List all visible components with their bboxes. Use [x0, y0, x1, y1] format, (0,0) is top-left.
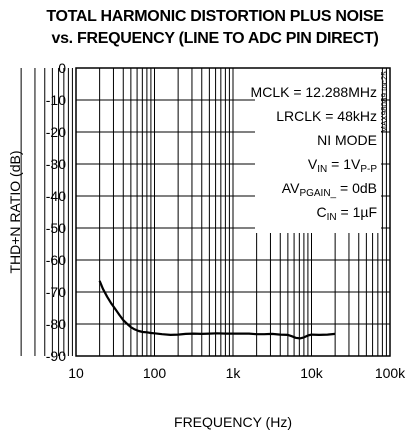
y-tick-label: -50 — [46, 220, 66, 236]
annotation-part: V — [308, 156, 318, 172]
annotation-part: P-P — [360, 164, 377, 175]
annotation-mode: NI MODE — [317, 132, 377, 148]
y-tick-label: -30 — [46, 156, 66, 172]
annotation-cin: CIN = 1µF — [317, 204, 377, 223]
annotation-gain: AVPGAIN_ = 0dB — [282, 180, 377, 199]
y-tick-labels: 0 -10 -20 -30 -40 -50 -60 -70 -80 -90 — [46, 60, 66, 364]
y-tick-label: -60 — [46, 252, 66, 268]
annotation-part: = 1V — [327, 156, 361, 172]
y-tick-label: -80 — [46, 316, 66, 332]
x-tick-label: 100 — [143, 365, 167, 381]
y-tick-label: -10 — [46, 92, 66, 108]
thd-n-line — [98, 280, 336, 340]
y-tick-label: -40 — [46, 188, 66, 204]
series-group — [98, 280, 336, 340]
annotation-part: AV — [282, 180, 300, 196]
chart-title: TOTAL HARMONIC DISTORTION PLUS NOISE — [46, 8, 384, 25]
annotation-part: C — [317, 204, 327, 220]
annotation-vin: VIN = 1VP-P — [308, 156, 377, 175]
x-axis-label: FREQUENCY (Hz) — [174, 414, 292, 430]
annotation-background — [255, 68, 381, 233]
x-tick-label: 1k — [226, 365, 242, 381]
x-tick-label: 10k — [300, 365, 324, 381]
y-tick-label: -70 — [46, 284, 66, 300]
y-tick-label: -20 — [46, 124, 66, 140]
annotation-part: = 0dB — [336, 180, 377, 196]
annotation-part: IN — [327, 212, 337, 223]
x-tick-label: 100k — [375, 365, 406, 381]
annotation-mclk: MCLK = 12.288MHz — [251, 84, 377, 100]
annotation-part: IN — [317, 164, 327, 175]
annotation-part: = 1µF — [337, 204, 377, 220]
x-tick-labels: 10 100 1k 10k 100k — [68, 365, 406, 381]
y-tick-label: 0 — [58, 60, 66, 76]
annotation-box — [255, 68, 381, 233]
y-axis-label: THD+N RATIO (dB) — [7, 150, 23, 273]
annotation-part: PGAIN_ — [299, 188, 336, 199]
chart-subtitle: vs. FREQUENCY (LINE TO ADC PIN DIRECT) — [51, 30, 379, 47]
annotations: MCLK = 12.288MHz LRCLK = 48kHz NI MODE VIN … — [251, 84, 378, 223]
y-tick-label: -90 — [46, 348, 66, 364]
x-tick-label: 10 — [68, 365, 84, 381]
plot-frame — [75, 67, 391, 357]
chart-code: MAX98089 toc25 — [380, 71, 389, 133]
annotation-lrclk: LRCLK = 48kHz — [276, 108, 377, 124]
